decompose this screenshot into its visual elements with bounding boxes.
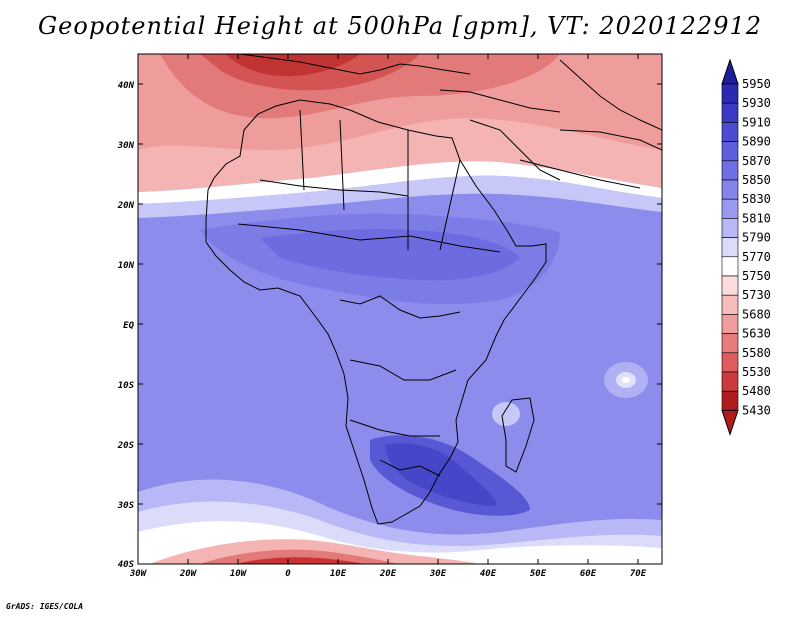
lon-label: 10W bbox=[230, 569, 248, 579]
colorbar-swatch bbox=[721, 237, 739, 258]
colorbar-label: 5890 bbox=[742, 135, 771, 149]
colorbar-label: 5680 bbox=[742, 307, 771, 321]
colorbar-label: 5480 bbox=[742, 384, 771, 398]
colorbar: 5950 5930 5910 5890 5870 5850 5830 5810 5790 5770… bbox=[721, 58, 771, 436]
colorbar-swatch bbox=[721, 333, 739, 354]
lon-label: 20E bbox=[379, 569, 397, 579]
lon-label: 60E bbox=[580, 569, 597, 579]
lon-label: 0 bbox=[285, 569, 291, 579]
colorbar-label: 5580 bbox=[742, 346, 771, 360]
colorbar-label: 5630 bbox=[742, 327, 771, 341]
colorbar-label: 5810 bbox=[742, 211, 771, 225]
lon-label: 40E bbox=[480, 569, 497, 579]
lat-label: 30N bbox=[117, 141, 135, 151]
colorbar-swatch bbox=[721, 179, 739, 200]
lon-label: 10E bbox=[330, 569, 347, 579]
lat-label: 40S bbox=[118, 560, 135, 570]
axis-ticks bbox=[137, 54, 662, 565]
contour-field bbox=[138, 54, 662, 564]
colorbar-label: 5850 bbox=[742, 173, 771, 187]
colorbar-swatch bbox=[721, 83, 739, 104]
coastlines bbox=[205, 54, 662, 525]
lat-label: 20S bbox=[117, 441, 135, 451]
colorbar-swatch bbox=[721, 314, 739, 334]
lat-axis: 40N 30N 20N 10N EQ 10S 20S 30S 40S bbox=[117, 81, 135, 570]
colorbar-swatch bbox=[721, 122, 739, 142]
lat-label: 20N bbox=[117, 201, 135, 211]
colorbar-label: 5950 bbox=[742, 77, 771, 91]
lon-label: 70E bbox=[630, 569, 647, 579]
lon-axis: 30W 20W 10W 0 10E 20E 30E 40E 50E 60E 70… bbox=[129, 569, 647, 579]
colorbar-swatch bbox=[721, 294, 739, 315]
colorbar-swatch bbox=[721, 102, 739, 123]
colorbar-swatch bbox=[721, 160, 739, 181]
colorbar-swatch bbox=[721, 390, 739, 411]
colorbar-label: 5830 bbox=[742, 192, 771, 206]
colorbar-swatch bbox=[721, 256, 739, 277]
colorbar-swatch bbox=[721, 198, 739, 219]
footer-credit: GrADS: IGES/COLA bbox=[6, 602, 84, 611]
colorbar-swatch bbox=[721, 371, 739, 392]
colorbar-label: 5530 bbox=[742, 365, 771, 379]
colorbar-label: 5430 bbox=[742, 403, 771, 417]
colorbar-min-arrow bbox=[721, 409, 739, 436]
colorbar-label: 5750 bbox=[742, 269, 771, 283]
lat-label: 40N bbox=[118, 81, 135, 91]
colorbar-label: 5730 bbox=[742, 288, 771, 302]
plot-frame bbox=[137, 53, 663, 565]
lon-label: 20W bbox=[179, 569, 198, 579]
colorbar-label: 5790 bbox=[742, 231, 771, 245]
colorbar-swatch bbox=[721, 352, 739, 373]
colorbar-swatch bbox=[721, 275, 739, 296]
colorbar-swatch bbox=[721, 141, 739, 162]
colorbar-label: 5930 bbox=[742, 96, 771, 110]
lat-label: 10S bbox=[118, 381, 135, 391]
lon-label: 30E bbox=[429, 569, 447, 579]
colorbar-label: 5770 bbox=[742, 250, 771, 264]
colorbar-swatch bbox=[721, 218, 739, 238]
lon-label: 30W bbox=[129, 569, 148, 579]
lat-label: EQ bbox=[123, 321, 134, 331]
lon-label: 50E bbox=[530, 569, 547, 579]
colorbar-label: 5870 bbox=[742, 154, 771, 168]
lat-label: 30S bbox=[117, 501, 135, 511]
colorbar-label: 5910 bbox=[742, 115, 771, 129]
map-title: Geopotential Height at 500hPa [gpm], VT:… bbox=[38, 12, 762, 40]
lat-label: 10N bbox=[118, 261, 135, 271]
colorbar-max-arrow bbox=[721, 58, 739, 85]
